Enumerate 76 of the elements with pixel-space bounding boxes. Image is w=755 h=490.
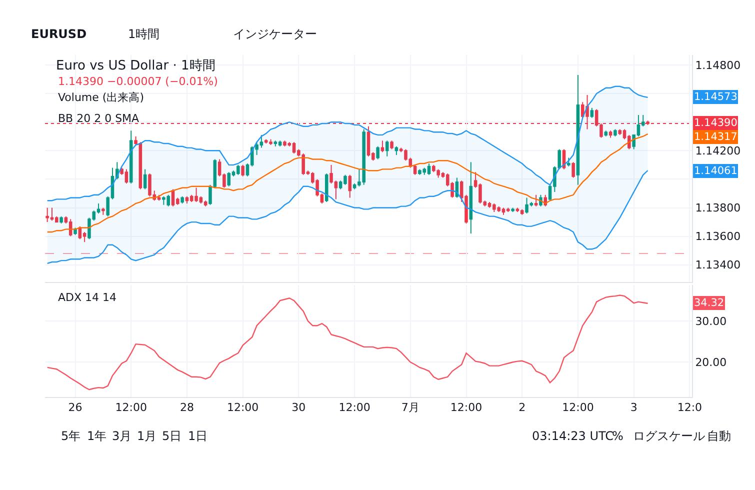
candlestick bbox=[102, 207, 105, 216]
candlestick bbox=[129, 130, 133, 184]
text: 1日 bbox=[188, 429, 208, 443]
text: 1.14317 bbox=[694, 131, 738, 143]
text: 1年 bbox=[87, 429, 107, 443]
y-tick-label: 1.14200 bbox=[695, 144, 741, 158]
x-tick-label: 12:00 bbox=[450, 401, 482, 414]
x-tick-label: 7月 bbox=[401, 401, 420, 414]
x-tick-label: 12:00 bbox=[562, 401, 594, 414]
candlestick bbox=[324, 173, 328, 203]
text: 1月 bbox=[137, 429, 157, 443]
text: % bbox=[612, 429, 624, 443]
candlestick bbox=[614, 128, 617, 137]
x-tick-label: 3 bbox=[630, 401, 638, 414]
candlestick bbox=[534, 194, 538, 207]
y-tick-label: 1.13600 bbox=[695, 230, 741, 244]
candlestick bbox=[567, 157, 570, 167]
line-series bbox=[46, 133, 648, 233]
candlestick bbox=[208, 184, 212, 206]
candlestick bbox=[348, 174, 352, 198]
candlestick bbox=[608, 130, 612, 138]
candlestick bbox=[511, 207, 514, 213]
candlestick bbox=[134, 136, 138, 146]
annotation: 34.32 bbox=[694, 297, 724, 309]
candlestick bbox=[213, 158, 217, 188]
y-tick-label: 1.14800 bbox=[695, 58, 741, 72]
annotation: BB 20 2 0 SMA bbox=[58, 112, 140, 125]
candlestick bbox=[380, 140, 384, 153]
candlestick bbox=[394, 146, 398, 156]
text: 3月 bbox=[112, 429, 132, 443]
candlestick bbox=[376, 146, 380, 160]
text: 5年 bbox=[61, 429, 81, 443]
x-tick-label: 12:00 bbox=[338, 401, 370, 414]
y-tick-label: 20.00 bbox=[695, 356, 727, 369]
candlestick bbox=[204, 200, 208, 207]
candlestick bbox=[516, 207, 520, 213]
ref-line-label: 1.14390 bbox=[694, 117, 738, 129]
text: 1.14061 bbox=[694, 165, 738, 177]
text: インジケーター bbox=[233, 27, 317, 41]
line-series bbox=[46, 86, 648, 202]
candlestick bbox=[390, 140, 394, 150]
candlestick bbox=[385, 140, 389, 157]
y-tick-label: 1.13800 bbox=[695, 202, 741, 215]
candlestick bbox=[590, 107, 594, 118]
candlestick bbox=[520, 208, 524, 216]
text: EURUSD bbox=[31, 27, 87, 41]
line-series bbox=[46, 294, 648, 390]
candlestick bbox=[274, 140, 278, 147]
annotation: Volume (出来高) bbox=[58, 91, 144, 104]
text: 自動 bbox=[707, 429, 731, 443]
text: 03:14:23 UTC bbox=[532, 429, 614, 443]
line-series bbox=[46, 170, 648, 264]
text: 1.14390 −0.00007 (−0.01%) bbox=[58, 75, 218, 88]
text: ログスケール bbox=[633, 429, 705, 443]
text: 1時間 bbox=[128, 27, 160, 41]
annotation: ADX 14 14 bbox=[58, 291, 117, 304]
chart-title: Euro vs US Dollar · 1時間 bbox=[56, 58, 216, 74]
candlestick bbox=[278, 140, 282, 147]
candlestick bbox=[143, 168, 147, 190]
x-tick-label: 12:00 bbox=[226, 401, 259, 414]
candlestick bbox=[469, 162, 473, 234]
candlestick bbox=[180, 196, 184, 204]
y-tick-label: 1.13400 bbox=[695, 258, 741, 272]
x-tick-label: 28 bbox=[180, 401, 194, 414]
x-tick-label: 30 bbox=[292, 401, 306, 414]
text: 5日 bbox=[162, 429, 182, 443]
candlestick bbox=[572, 162, 575, 178]
x-tick-label: 26 bbox=[68, 401, 82, 414]
y-tick-label: 30.00 bbox=[695, 314, 727, 328]
x-tick-label: 2 bbox=[518, 401, 526, 414]
candlestick bbox=[60, 216, 63, 224]
text: 1.14573 bbox=[694, 91, 738, 103]
candlestick bbox=[241, 164, 244, 177]
x-tick-label: 12:0 bbox=[677, 401, 702, 414]
candlestick bbox=[604, 130, 608, 137]
x-tick-label: 12:00 bbox=[115, 401, 147, 414]
